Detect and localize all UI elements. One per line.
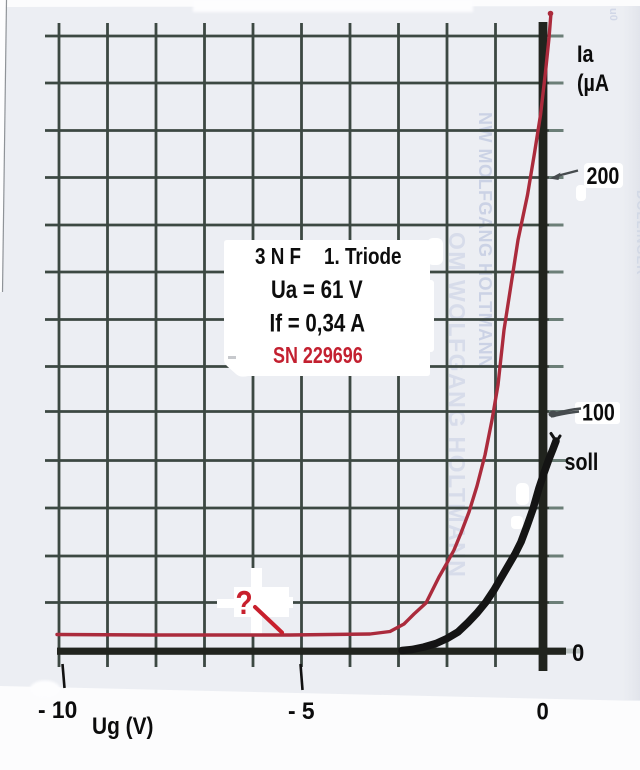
svg-text:If = 0,34 A: If = 0,34 A <box>270 309 366 337</box>
svg-text:0: 0 <box>537 698 549 725</box>
svg-text:NW MOLFGANG HOLTMANN: NW MOLFGANG HOLTMANN <box>475 112 495 369</box>
svg-text:1. Triode: 1. Triode <box>324 244 402 269</box>
svg-text:Ua = 61 V: Ua = 61 V <box>271 275 363 303</box>
svg-text:Ug (V): Ug (V) <box>92 713 153 740</box>
svg-text:200: 200 <box>587 162 620 189</box>
svg-text:Ia: Ia <box>577 40 594 67</box>
svg-text:3 N F: 3 N F <box>255 244 301 269</box>
svg-text:DOLLINGER: DOLLINGER <box>634 190 640 276</box>
svg-text:- 10: - 10 <box>38 696 77 723</box>
svg-text:- 5: - 5 <box>288 697 315 724</box>
svg-text:soll: soll <box>565 448 599 475</box>
svg-text:0: 0 <box>572 639 584 666</box>
svg-text:?: ? <box>236 585 253 622</box>
svg-text:(µA: (µA <box>577 69 609 96</box>
svg-text:100: 100 <box>582 399 615 426</box>
svg-text:u0: u0 <box>607 8 619 21</box>
svg-text:SN 229696: SN 229696 <box>273 343 363 369</box>
